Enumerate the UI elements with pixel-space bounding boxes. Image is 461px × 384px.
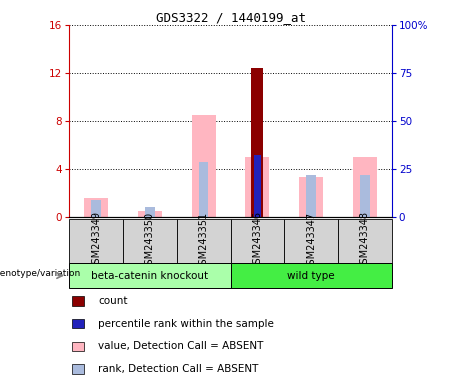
Text: rank, Detection Call = ABSENT: rank, Detection Call = ABSENT (98, 364, 259, 374)
Bar (72, 342, 84, 351)
Bar (252, 68, 263, 217)
Bar (230, 219, 284, 263)
Bar (123, 219, 177, 263)
Text: genotype/variation: genotype/variation (0, 268, 81, 278)
Text: GSM243350: GSM243350 (145, 212, 155, 270)
Bar (306, 175, 316, 217)
Bar (254, 155, 260, 217)
Bar (72, 319, 84, 328)
Bar (145, 207, 154, 217)
Bar (253, 157, 262, 217)
Text: GSM243348: GSM243348 (360, 212, 370, 270)
Bar (177, 219, 230, 263)
Text: GSM243346: GSM243346 (252, 212, 262, 270)
Text: GSM243347: GSM243347 (306, 212, 316, 270)
Text: GSM243351: GSM243351 (199, 212, 209, 270)
Bar (245, 157, 270, 217)
Bar (284, 219, 338, 263)
Bar (69, 263, 230, 288)
Bar (69, 219, 123, 263)
Bar (353, 157, 377, 217)
Bar (138, 211, 162, 217)
Bar (360, 175, 370, 217)
Bar (230, 263, 392, 288)
Title: GDS3322 / 1440199_at: GDS3322 / 1440199_at (155, 11, 306, 24)
Bar (72, 296, 84, 306)
Bar (84, 198, 108, 217)
Text: beta-catenin knockout: beta-catenin knockout (91, 270, 208, 281)
Bar (91, 200, 101, 217)
Text: wild type: wild type (287, 270, 335, 281)
Text: count: count (98, 296, 128, 306)
Text: value, Detection Call = ABSENT: value, Detection Call = ABSENT (98, 341, 264, 351)
Bar (72, 364, 84, 374)
Bar (199, 162, 208, 217)
Bar (338, 219, 392, 263)
Bar (299, 177, 323, 217)
Text: GSM243349: GSM243349 (91, 212, 101, 270)
Bar (191, 115, 216, 217)
Text: percentile rank within the sample: percentile rank within the sample (98, 319, 274, 329)
